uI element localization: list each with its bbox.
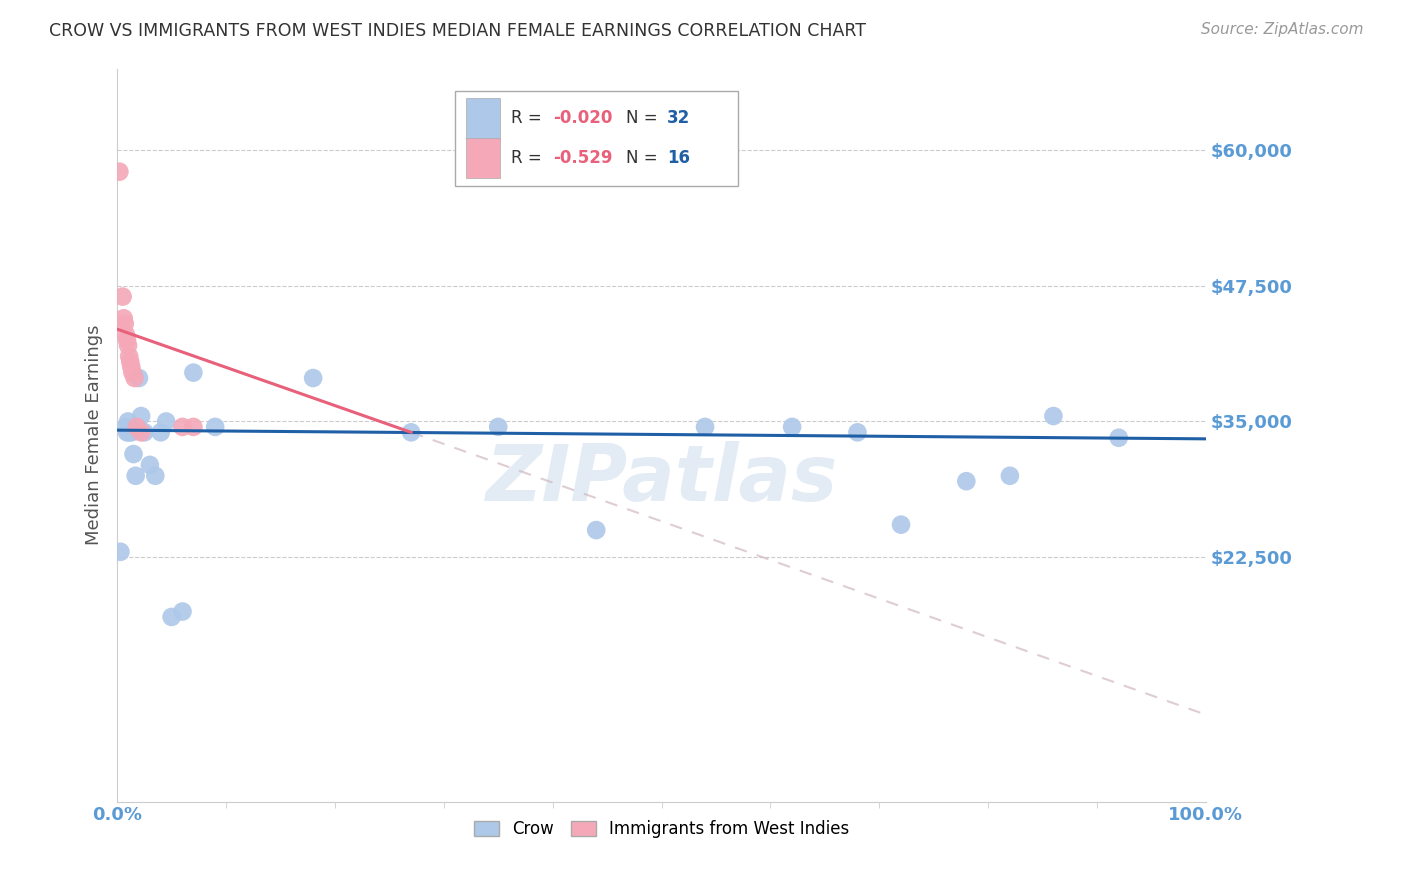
Point — [110, 545, 132, 559]
Text: CROW VS IMMIGRANTS FROM WEST INDIES MEDIAN FEMALE EARNINGS CORRELATION CHART: CROW VS IMMIGRANTS FROM WEST INDIES MEDI… — [49, 22, 866, 40]
Point — [160, 610, 183, 624]
Text: R =: R = — [512, 149, 547, 167]
Point — [124, 371, 146, 385]
Point — [183, 366, 205, 380]
Point — [172, 420, 194, 434]
Y-axis label: Median Female Earnings: Median Female Earnings — [86, 325, 103, 545]
Point — [890, 517, 912, 532]
Point — [955, 474, 977, 488]
Point — [172, 605, 194, 619]
Point — [1108, 431, 1130, 445]
Text: R =: R = — [512, 110, 547, 128]
Point — [115, 425, 138, 440]
Point — [204, 420, 226, 434]
Point — [115, 333, 138, 347]
Point — [128, 371, 150, 385]
Point — [115, 327, 138, 342]
Point — [399, 425, 422, 440]
Point — [120, 355, 142, 369]
FancyBboxPatch shape — [465, 137, 501, 178]
Point — [1042, 409, 1064, 423]
Point — [117, 415, 139, 429]
Text: 16: 16 — [666, 149, 690, 167]
Point — [183, 420, 205, 434]
Point — [111, 289, 134, 303]
Text: -0.529: -0.529 — [553, 149, 612, 167]
Point — [115, 420, 138, 434]
Point — [780, 420, 803, 434]
Point — [122, 447, 145, 461]
Point — [120, 360, 142, 375]
Text: N =: N = — [626, 110, 662, 128]
Text: Source: ZipAtlas.com: Source: ZipAtlas.com — [1201, 22, 1364, 37]
Point — [693, 420, 716, 434]
Point — [125, 468, 148, 483]
Point — [302, 371, 325, 385]
Point — [117, 338, 139, 352]
Point — [129, 425, 152, 440]
Point — [118, 349, 141, 363]
Point — [114, 317, 136, 331]
Point — [120, 423, 142, 437]
Point — [149, 425, 172, 440]
Point — [998, 468, 1021, 483]
Point — [120, 425, 142, 440]
Text: ZIPatlas: ZIPatlas — [485, 441, 838, 517]
Point — [125, 420, 148, 434]
Point — [846, 425, 869, 440]
Text: 32: 32 — [666, 110, 690, 128]
Point — [118, 425, 141, 440]
Point — [112, 311, 135, 326]
Text: -0.020: -0.020 — [553, 110, 612, 128]
Point — [121, 366, 143, 380]
Point — [585, 523, 607, 537]
Point — [139, 458, 162, 472]
FancyBboxPatch shape — [465, 98, 501, 138]
Legend: Crow, Immigrants from West Indies: Crow, Immigrants from West Indies — [467, 814, 856, 845]
FancyBboxPatch shape — [454, 90, 738, 186]
Point — [129, 409, 152, 423]
Point — [143, 468, 166, 483]
Point — [486, 420, 509, 434]
Point — [108, 164, 131, 178]
Text: N =: N = — [626, 149, 662, 167]
Point — [134, 425, 156, 440]
Point — [155, 415, 177, 429]
